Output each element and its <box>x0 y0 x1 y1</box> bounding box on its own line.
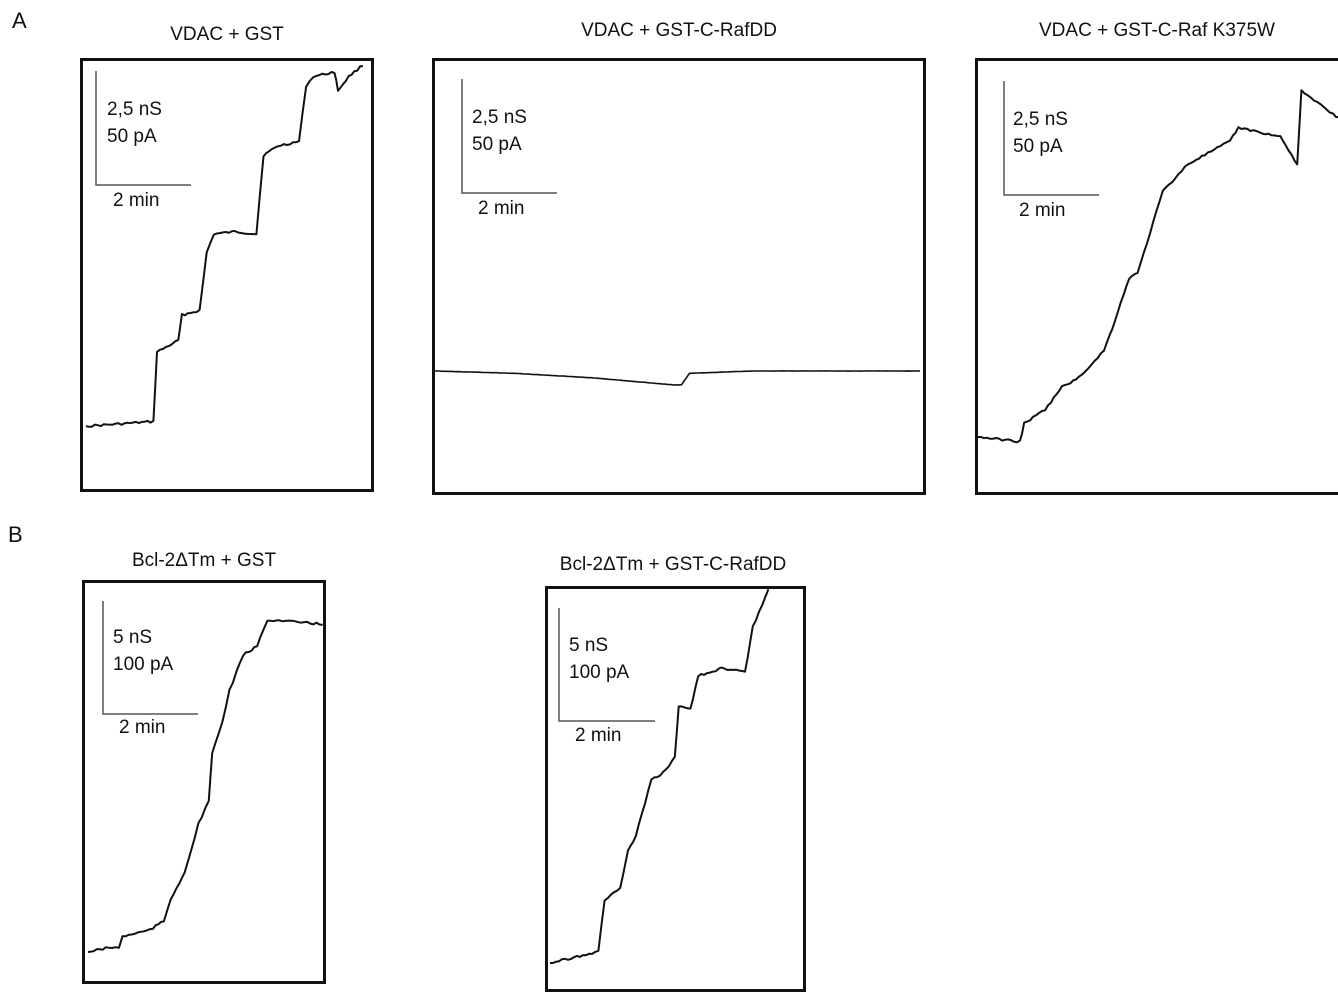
panel-b-letter: B <box>8 522 23 547</box>
chart-title: Bcl-2ΔTm + GST <box>131 550 277 571</box>
scalebar-time-label: 2 min <box>113 190 160 211</box>
current-trace-line <box>978 89 1338 444</box>
chart-title: VDAC + GST-C-Raf K375W <box>1039 20 1275 41</box>
scalebar-time-label: 2 min <box>478 198 525 219</box>
scalebar-time-label: 2 min <box>119 717 166 738</box>
chart-title: VDAC + GST <box>170 24 284 45</box>
current-trace-line <box>550 589 770 964</box>
scale-bar <box>558 608 655 722</box>
chart-frame <box>975 58 1338 495</box>
scalebar-conductance-label: 5 nS <box>113 627 153 648</box>
scale-bar <box>461 79 557 194</box>
scalebar-current-label: 50 pA <box>1013 136 1063 157</box>
scalebar-time-label: 2 min <box>575 725 622 746</box>
current-trace-line <box>87 619 323 953</box>
scalebar-current-label: 100 pA <box>569 662 630 683</box>
scale-bar <box>95 71 191 186</box>
chart-title: VDAC + GST-C-RafDD <box>581 20 777 41</box>
current-trace-line <box>435 370 921 386</box>
scalebar-current-label: 50 pA <box>472 134 522 155</box>
chart-frame <box>80 58 374 492</box>
scalebar-current-label: 100 pA <box>113 654 174 675</box>
scalebar-conductance-label: 2,5 nS <box>1013 109 1068 130</box>
scalebar-conductance-label: 5 nS <box>569 635 609 656</box>
chart-frame <box>82 580 326 984</box>
scalebar-time-label: 2 min <box>1019 200 1066 221</box>
scale-bar <box>102 601 198 715</box>
scalebar-conductance-label: 2,5 nS <box>107 99 162 120</box>
chart-frame <box>432 58 926 495</box>
chart-frame <box>545 586 806 992</box>
scalebar-current-label: 50 pA <box>107 126 157 147</box>
scale-bar <box>1003 81 1099 196</box>
scalebar-conductance-label: 2,5 nS <box>472 107 527 128</box>
current-trace-line <box>85 65 363 428</box>
panel-a-letter: A <box>12 8 27 33</box>
chart-title: Bcl-2ΔTm + GST-C-RafDD <box>559 554 787 575</box>
